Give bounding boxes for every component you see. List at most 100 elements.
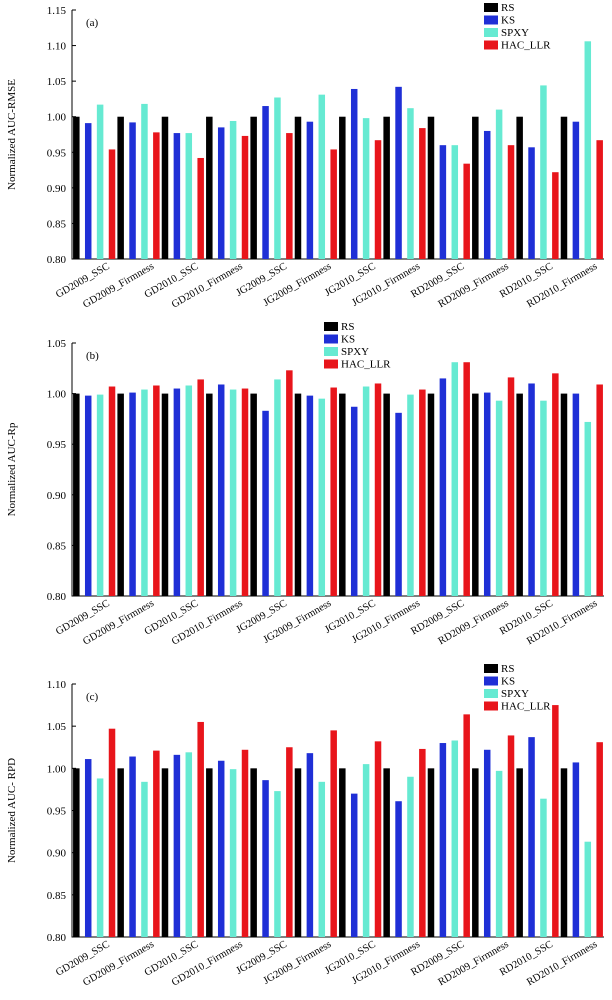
bar-rs bbox=[560, 768, 568, 937]
bar-hac-llr bbox=[330, 149, 337, 259]
bar-hac-llr bbox=[552, 172, 559, 259]
bar-ks bbox=[217, 384, 225, 596]
bar-rs bbox=[294, 768, 302, 937]
bar-ks bbox=[84, 395, 92, 596]
bar-spxy bbox=[96, 394, 104, 596]
bar-hac-llr bbox=[330, 730, 337, 937]
y-tick-label: 0.95 bbox=[47, 806, 67, 818]
bar-ks bbox=[306, 753, 314, 937]
bar-hac-llr bbox=[596, 140, 603, 259]
bar-rs bbox=[339, 393, 346, 596]
bar-hac-llr bbox=[197, 157, 204, 259]
bar-spxy bbox=[274, 791, 281, 937]
bar-spxy bbox=[451, 362, 459, 596]
y-tick-label: 1.05 bbox=[47, 721, 67, 733]
y-tick-label: 1.00 bbox=[47, 389, 67, 401]
bar-rs bbox=[516, 116, 523, 259]
y-tick-label: 0.90 bbox=[47, 183, 67, 195]
bar-hac-llr bbox=[419, 748, 426, 937]
legend-label: KS bbox=[341, 334, 355, 346]
bar-spxy bbox=[540, 85, 547, 259]
bar-ks bbox=[572, 393, 580, 596]
bar-spxy bbox=[185, 385, 193, 596]
bar-rs bbox=[427, 116, 435, 259]
bar-hac-llr bbox=[419, 389, 426, 596]
chart-panel-a: 0.80 0.85 0.90 0.95 1.00 1.05 1.10 1.15 Normaliz… bbox=[6, 2, 604, 311]
bar-rs bbox=[250, 116, 257, 259]
y-tick-label: 0.85 bbox=[47, 540, 67, 552]
legend-swatch bbox=[484, 664, 498, 673]
legend-label: RS bbox=[341, 321, 354, 333]
bar-hac-llr bbox=[330, 387, 337, 596]
bar-hac-llr bbox=[463, 714, 470, 937]
bar-rs bbox=[339, 768, 346, 937]
bar-hac-llr bbox=[374, 741, 382, 937]
bar-hac-llr bbox=[241, 135, 249, 259]
bar-spxy bbox=[584, 421, 592, 596]
bar-rs bbox=[427, 393, 435, 596]
bar-ks bbox=[439, 378, 447, 596]
chart-panel-b: 0.80 0.85 0.90 0.95 1.00 1.05 Normalized AUC-R… bbox=[6, 321, 604, 648]
bar-ks bbox=[84, 759, 92, 937]
bar-hac-llr bbox=[507, 145, 515, 259]
bar-hac-llr bbox=[552, 705, 559, 937]
bar-rs bbox=[339, 116, 346, 259]
legend-swatch bbox=[324, 334, 338, 344]
legend-swatch bbox=[484, 15, 498, 25]
bar-spxy bbox=[318, 398, 326, 596]
bar-hac-llr bbox=[463, 362, 470, 596]
legend-label: RS bbox=[501, 2, 514, 14]
y-tick-label: 1.15 bbox=[47, 5, 67, 17]
bar-ks bbox=[306, 395, 314, 596]
legend-swatch bbox=[324, 322, 338, 331]
bar-spxy bbox=[96, 104, 104, 260]
y-tick-label: 1.00 bbox=[47, 763, 67, 775]
bar-spxy bbox=[141, 781, 148, 937]
bar-ks bbox=[483, 749, 491, 937]
bar-ks bbox=[306, 121, 314, 260]
bar-ks bbox=[84, 123, 92, 259]
bar-ks bbox=[439, 145, 447, 259]
bar-hac-llr bbox=[241, 749, 249, 937]
bar-ks bbox=[439, 743, 447, 937]
bar-ks bbox=[350, 793, 358, 937]
bar-rs bbox=[206, 768, 213, 937]
legend-swatch bbox=[324, 359, 338, 369]
y-tick-label: 0.95 bbox=[47, 147, 67, 159]
bar-spxy bbox=[407, 776, 414, 937]
bar-rs bbox=[516, 393, 523, 596]
bar-ks bbox=[395, 412, 402, 596]
bar-spxy bbox=[96, 778, 104, 937]
bar-spxy bbox=[362, 764, 370, 937]
bar-rs bbox=[161, 768, 169, 937]
bar-hac-llr bbox=[153, 750, 160, 937]
legend-swatch bbox=[484, 40, 498, 50]
y-tick-label: 1.05 bbox=[47, 338, 67, 350]
legend-label: HAC_LLR bbox=[501, 701, 551, 713]
bar-hac-llr bbox=[108, 728, 116, 937]
bar-spxy bbox=[274, 97, 281, 260]
legend-label: RS bbox=[501, 663, 514, 675]
bar-hac-llr bbox=[153, 132, 160, 259]
bar-spxy bbox=[141, 103, 148, 259]
legend-swatch bbox=[324, 347, 338, 356]
bar-ks bbox=[483, 130, 491, 259]
bar-spxy bbox=[540, 798, 547, 937]
bar-spxy bbox=[495, 400, 503, 596]
bar-spxy bbox=[495, 109, 503, 259]
bar-ks bbox=[528, 737, 535, 937]
bar-rs bbox=[294, 116, 302, 259]
legend-label: KS bbox=[501, 15, 515, 27]
bar-spxy bbox=[318, 781, 326, 937]
bar-spxy bbox=[451, 145, 459, 259]
bar-spxy bbox=[274, 379, 281, 596]
legend-label: KS bbox=[501, 676, 515, 688]
legend-swatch bbox=[484, 701, 498, 711]
legend-swatch bbox=[484, 676, 498, 686]
bar-rs bbox=[516, 768, 523, 937]
bar-rs bbox=[427, 768, 435, 937]
bar-hac-llr bbox=[197, 721, 204, 937]
